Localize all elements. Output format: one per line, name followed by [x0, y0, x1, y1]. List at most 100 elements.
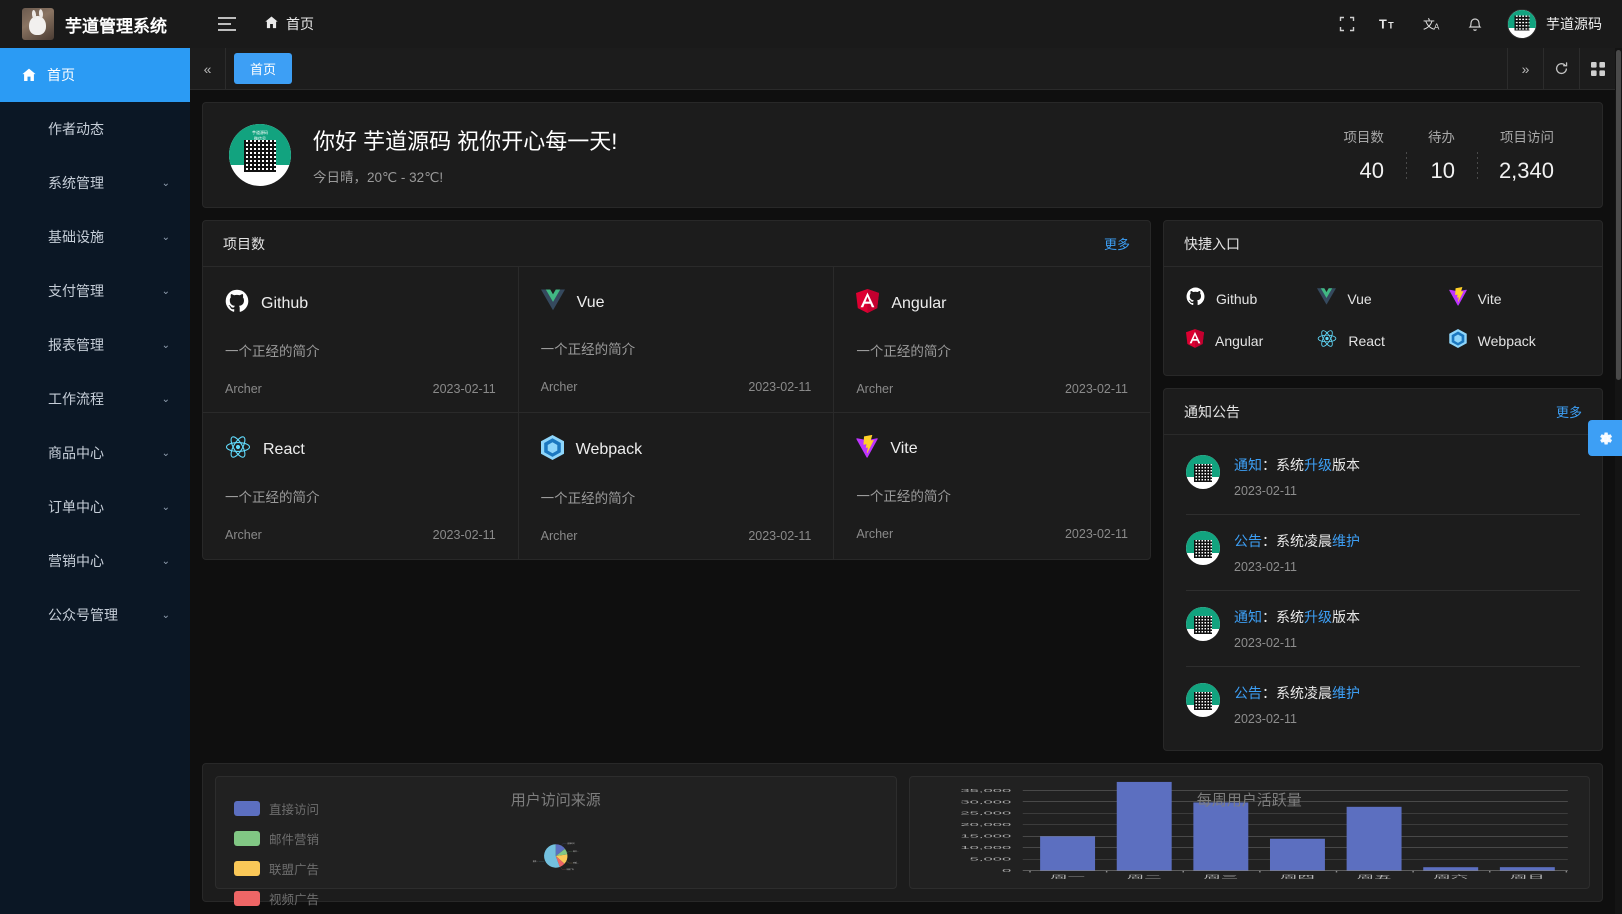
notice-body: 通知：系统升级版本 2023-02-11 [1234, 455, 1580, 498]
sidebar-item-product[interactable]: 商品中心 ⌄ [0, 426, 190, 480]
breadcrumb-home[interactable]: 首页 [264, 14, 314, 34]
quick-entry-card: 快捷入口 Github [1163, 220, 1603, 376]
sidebar-item-mp[interactable]: 公众号管理 ⌄ [0, 588, 190, 642]
quick-entry-react[interactable]: React [1317, 329, 1448, 353]
collapse-left-button[interactable]: « [190, 48, 226, 89]
bar-fri[interactable] [1346, 806, 1402, 871]
sidebar-item-label: 支付管理 [48, 283, 104, 299]
bar-mon[interactable] [1039, 836, 1095, 871]
bar-sun[interactable] [1499, 867, 1555, 871]
sidebar-item-workflow[interactable]: 工作流程 ⌄ [0, 372, 190, 426]
bar-svg: 35,000 30,000 25,000 20,000 15,000 10,00… [960, 781, 1568, 879]
projects-card: 项目数 更多 Github [202, 220, 1151, 560]
legend-item[interactable]: 邮件营销 [234, 829, 319, 848]
project-heading: Github [225, 289, 496, 318]
angular-icon [856, 289, 880, 318]
notice-title: 公告：系统凌晨维护 [1234, 685, 1360, 701]
project-author: Archer [225, 382, 262, 396]
stat-value: 40 [1359, 158, 1384, 183]
y-tick: 25,000 [960, 811, 1011, 816]
fullscreen-icon[interactable] [1339, 16, 1355, 32]
tab-home[interactable]: 首页 [234, 53, 293, 84]
project-footer: Archer 2023-02-11 [225, 528, 496, 542]
bar-chart[interactable]: 每周用户活跃量 [908, 776, 1590, 889]
angular-icon [1186, 329, 1204, 353]
sidebar-item-label: 订单中心 [48, 499, 104, 515]
quick-entry-label: Vite [1477, 291, 1502, 307]
project-card[interactable]: Vite 一个正经的简介 Archer 2023-02-11 [834, 413, 1150, 559]
bar-thu[interactable] [1269, 838, 1325, 871]
sidebar-item-marketing[interactable]: 营销中心 ⌄ [0, 534, 190, 588]
bar-sat[interactable] [1422, 867, 1478, 871]
pie-slice-video[interactable] [555, 856, 565, 867]
quick-entry-webpack[interactable]: Webpack [1448, 329, 1580, 353]
notices-more-link[interactable]: 更多 [1555, 405, 1582, 420]
project-desc: 一个正经的简介 [225, 490, 320, 505]
project-card[interactable]: Angular 一个正经的简介 Archer 2023-02-11 [834, 267, 1150, 413]
pie-chart[interactable]: 用户访问来源 直接访问 邮件营销 联盟广告 视频广告 搜索引擎 [215, 776, 897, 907]
pie-slice-search[interactable] [544, 844, 560, 868]
pie-label-direct: 直接访问 [567, 841, 574, 845]
notice-item[interactable]: 公告：系统凌晨维护 2023-02-11 [1186, 515, 1580, 591]
bar-tue[interactable] [1116, 781, 1172, 871]
font-size-icon[interactable]: T T [1379, 16, 1399, 32]
project-card[interactable]: Vue 一个正经的简介 Archer 2023-02-11 [518, 267, 835, 413]
x-tick: 周四 [1280, 874, 1315, 879]
brand[interactable]: 芋道管理系统 [0, 8, 190, 40]
project-name: React [263, 440, 305, 458]
quick-entry-angular[interactable]: Angular [1186, 329, 1317, 353]
expand-right-button[interactable]: » [1507, 48, 1543, 89]
x-tick: 周五 [1356, 874, 1391, 879]
settings-gear-button[interactable] [1588, 420, 1622, 456]
project-card[interactable]: React 一个正经的简介 Archer 2023-02-11 [203, 413, 519, 559]
translate-icon[interactable]: 文 A [1423, 16, 1443, 32]
notice-item[interactable]: 通知：系统升级版本 2023-02-11 [1186, 591, 1580, 667]
y-tick: 10,000 [960, 845, 1011, 850]
project-date: 2023-02-11 [1064, 382, 1128, 396]
legend-item[interactable]: 直接访问 [234, 799, 319, 818]
pie-slice-direct[interactable] [555, 844, 565, 856]
sidebar-item-label: 工作流程 [48, 391, 104, 407]
pie-slice-email[interactable] [555, 848, 568, 856]
content-area: « 首页 » [190, 48, 1615, 914]
stat-projects: 项目数 40 [1321, 126, 1406, 184]
project-card[interactable]: Github 一个正经的简介 Archer 2023-02-11 [203, 267, 519, 413]
legend-item[interactable]: 联盟广告 [234, 859, 319, 878]
project-author: Archer [225, 528, 262, 542]
project-author: Archer [540, 529, 578, 543]
sidebar-item-report[interactable]: 报表管理 ⌄ [0, 318, 190, 372]
vertical-scrollbar[interactable] [1615, 48, 1622, 914]
notice-item[interactable]: 公告：系统凌晨维护 2023-02-11 [1186, 667, 1580, 742]
pie-slice-affiliate[interactable] [555, 854, 568, 864]
projects-more-link[interactable]: 更多 [1103, 237, 1130, 252]
quick-entry-title: 快捷入口 [1184, 235, 1240, 252]
chevron-down-icon: ⌄ [161, 339, 170, 351]
project-name: Webpack [575, 441, 643, 458]
notice-date: 2023-02-11 [1234, 560, 1298, 574]
sidebar-item-infra[interactable]: 基础设施 ⌄ [0, 210, 190, 264]
sidebar-item-home[interactable]: 首页 [0, 48, 190, 102]
tab-bar-actions: » [1507, 48, 1615, 89]
webpack-icon [540, 435, 564, 465]
hamburger-icon[interactable] [218, 17, 236, 31]
legend-item[interactable]: 视频广告 [234, 889, 319, 908]
sidebar-item-pay[interactable]: 支付管理 ⌄ [0, 264, 190, 318]
quick-entry-github[interactable]: Github [1186, 287, 1317, 311]
home-icon [264, 15, 279, 33]
chevron-down-icon: ⌄ [161, 501, 170, 513]
sidebar-item-system[interactable]: 系统管理 ⌄ [0, 156, 190, 210]
sidebar-item-author[interactable]: 作者动态 [0, 102, 190, 156]
user-menu[interactable]: 芋道源码 [1507, 9, 1602, 39]
project-card[interactable]: Webpack 一个正经的简介 Archer 2023-02-11 [519, 413, 835, 559]
refresh-icon[interactable] [1543, 48, 1579, 89]
bell-icon[interactable] [1467, 16, 1483, 33]
bar-wed[interactable] [1192, 802, 1248, 871]
notice-item[interactable]: 通知：系统升级版本 2023-02-11 [1186, 439, 1580, 515]
sidebar-item-order[interactable]: 订单中心 ⌄ [0, 480, 190, 534]
quick-entry-vue[interactable]: Vue [1317, 287, 1448, 311]
y-tick: 35,000 [960, 788, 1011, 793]
grid-icon[interactable] [1579, 48, 1615, 89]
notices-title: 通知公告 [1184, 403, 1240, 420]
legend-swatch [234, 831, 260, 846]
quick-entry-vite[interactable]: Vite [1448, 286, 1580, 311]
